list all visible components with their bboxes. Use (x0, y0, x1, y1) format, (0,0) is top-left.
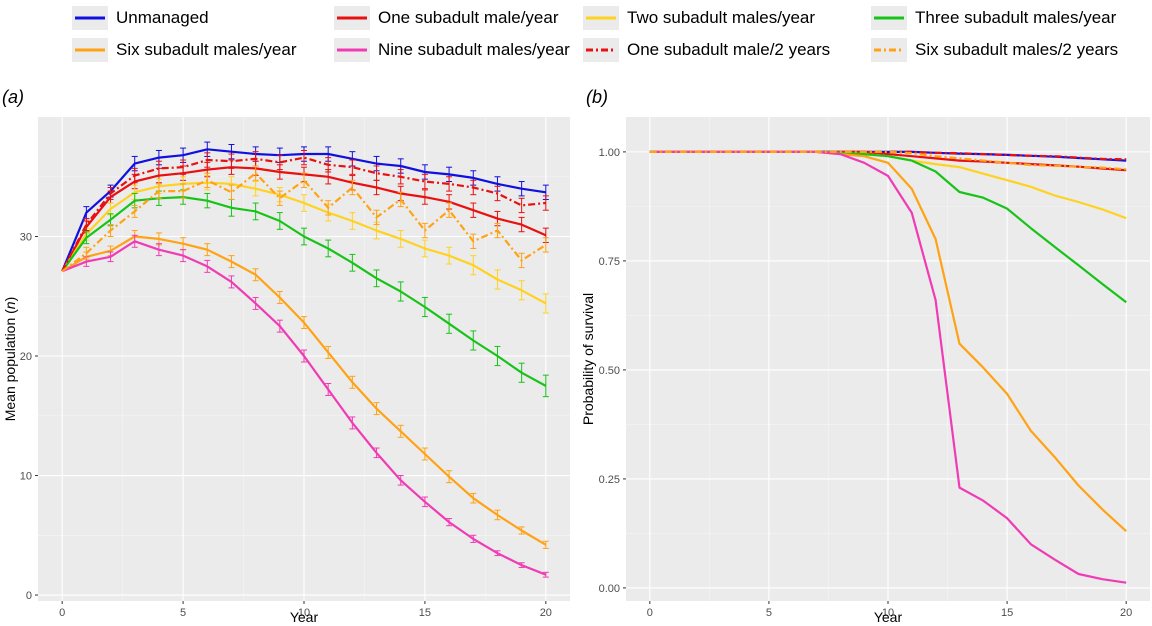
panel-b-label: (b) (586, 87, 608, 107)
line-one-subadult-male-2-years (61, 156, 546, 272)
line-six-subadult-males-year (61, 235, 547, 546)
y-tick-label: 0 (26, 590, 32, 602)
y-tick-label: 20 (20, 351, 32, 363)
x-tick-label: 20 (1120, 607, 1132, 619)
series-six-subadult-males-2-years (649, 150, 1127, 171)
legend-key-one-per-year-icon (334, 6, 370, 30)
panel-a-grid (38, 117, 570, 601)
legend-key-nine-per-year-icon (334, 38, 370, 62)
legend-item-one-per-2-years: One subadult male/2 years (583, 38, 830, 62)
legend-key-two-per-year-icon (583, 6, 619, 30)
legend-item-nine-per-year: Nine subadult males/year (334, 38, 570, 62)
x-tick-label: 10 (298, 607, 310, 619)
legend-item-three-per-year: Three subadult males/year (871, 6, 1116, 30)
line-six-subadult-males-2-years (649, 150, 1127, 171)
chart-area: (a) 0 5 10 15 20 0 10 20 30 Year Mean population… (2, 87, 1150, 625)
legend-item-two-per-year: Two subadult males/year (583, 6, 815, 30)
legend-item-one-per-year: One subadult male/year (334, 6, 559, 30)
legend-label-three-per-year: Three subadult males/year (915, 8, 1117, 27)
x-tick-label: 20 (540, 607, 552, 619)
legend: Unmanaged One subadult male/year Two sub… (0, 0, 1152, 70)
legend-key-six-per-2-years-icon (871, 38, 907, 62)
series-one-subadult-male-2-years (61, 149, 549, 272)
y-tick-label: 0.25 (599, 474, 620, 486)
y-tick-label: 0.75 (599, 256, 620, 268)
x-tick-label: 5 (766, 607, 772, 619)
x-tick-label: 15 (1001, 607, 1013, 619)
panel-a-axes: 0 5 10 15 20 0 10 20 30 (20, 232, 552, 619)
series-six-subadult-males-2-years (61, 165, 549, 273)
legend-key-one-per-2-years-icon (583, 38, 619, 62)
x-tick-label: 0 (647, 607, 653, 619)
panel-a-x-title: Year (290, 609, 319, 625)
legend-label-one-per-year: One subadult male/year (378, 8, 559, 27)
legend-label-nine-per-year: Nine subadult males/year (378, 40, 570, 59)
legend-key-six-per-year-icon (72, 38, 108, 62)
y-tick-label: 0.50 (599, 365, 620, 377)
legend-key-three-per-year-icon (871, 6, 907, 30)
x-tick-label: 0 (59, 607, 65, 619)
x-tick-label: 15 (419, 607, 431, 619)
y-tick-label: 30 (20, 232, 32, 244)
y-tick-label: 1.00 (599, 147, 620, 159)
legend-label-two-per-year: Two subadult males/year (627, 8, 816, 27)
legend-item-six-per-year: Six subadult males/year (72, 38, 296, 62)
panel-a-y-title: Mean population (n) (2, 297, 18, 422)
legend-label-one-per-2-years: One subadult male/2 years (627, 40, 831, 59)
series-nine-subadult-males-year (61, 234, 549, 578)
panel-b-y-title: Probability of survival (580, 293, 596, 425)
line-two-subadult-males-year (61, 181, 547, 305)
legend-item-unmanaged: Unmanaged (72, 6, 209, 30)
y-tick-label: 0.00 (599, 583, 620, 595)
x-tick-label: 10 (882, 607, 894, 619)
legend-label-six-per-year: Six subadult males/year (116, 40, 297, 59)
panel-b-series (649, 150, 1127, 584)
panel-b-x-title: Year (874, 609, 903, 625)
legend-label-six-per-2-years: Six subadult males/2 years (915, 40, 1119, 59)
panel-a-series (61, 141, 549, 578)
legend-key-unmanaged-icon (72, 6, 108, 30)
panel-a-label: (a) (2, 87, 24, 107)
panel-b-axes: 0 5 10 15 20 0.00 0.25 0.50 0.75 1.00 (599, 147, 1133, 619)
legend-item-six-per-2-years: Six subadult males/2 years (871, 38, 1118, 62)
y-tick-label: 10 (20, 471, 32, 483)
legend-label-unmanaged: Unmanaged (116, 8, 209, 27)
line-nine-subadult-males-year (61, 240, 547, 576)
panel-b-grid (626, 117, 1150, 601)
line-three-subadult-males-year (61, 195, 547, 387)
x-tick-label: 5 (180, 607, 186, 619)
